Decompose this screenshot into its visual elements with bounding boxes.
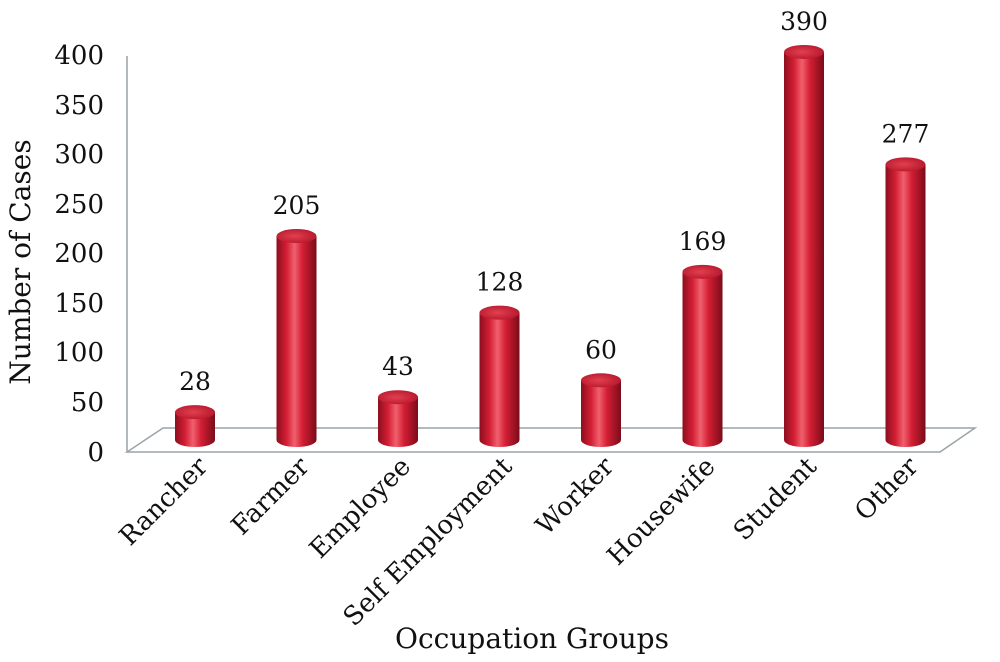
y-axis-ticks: 0 50 100 150 200 250 300 350 400 [54, 41, 104, 468]
bar-employee [378, 390, 418, 447]
bar-body-other [885, 164, 926, 448]
bar-top-farmer [276, 229, 317, 244]
data-label-worker: 60 [585, 335, 617, 364]
bar-worker [581, 373, 621, 447]
x-tick-label-other: Other [849, 451, 925, 527]
x-tick-label-farmer: Farmer [226, 451, 316, 541]
y-axis-title: Number of Cases [4, 139, 37, 384]
bar-housewife [682, 264, 723, 448]
y-tick-label: 0 [87, 438, 104, 468]
data-label-farmer: 205 [273, 191, 321, 220]
data-label-self-employment: 128 [476, 268, 524, 297]
x-tick-label-housewife: Housewife [602, 452, 722, 572]
bar-top-employee [378, 390, 418, 405]
bar-top-rancher [175, 405, 215, 420]
y-tick-label: 100 [54, 338, 104, 368]
x-tick-label-rancher: Rancher [114, 451, 214, 551]
data-label-rancher: 28 [179, 367, 211, 396]
bars-group [175, 44, 926, 448]
bar-body-self-employment [479, 312, 520, 448]
bar-body-employee [378, 397, 418, 447]
data-label-student: 390 [780, 7, 828, 36]
y-tick-label: 400 [54, 41, 104, 71]
bar-top-other [885, 157, 926, 172]
y-tick-label: 250 [54, 190, 104, 220]
bar-top-housewife [682, 264, 723, 279]
bar-body-rancher [175, 412, 215, 447]
bar-top-self-employment [479, 305, 520, 320]
bar-self-employment [479, 305, 520, 448]
bar-body-student [784, 51, 824, 447]
y-tick-label: 50 [71, 388, 104, 418]
bar-body-worker [581, 380, 621, 447]
bar-top-worker [581, 373, 621, 388]
data-label-other: 277 [882, 119, 930, 148]
y-tick-label: 300 [54, 140, 104, 170]
bar-student [784, 44, 824, 447]
bar-body-housewife [682, 271, 723, 448]
bar-top-student [784, 44, 824, 59]
floor-plane [124, 427, 978, 453]
data-label-employee: 43 [382, 352, 414, 381]
x-axis-category-labels: Rancher Farmer Employee Self Employment … [114, 451, 925, 632]
x-axis-title: Occupation Groups [395, 622, 669, 655]
x-tick-label-self-employment: Self Employment [338, 451, 519, 632]
y-tick-label: 350 [54, 91, 104, 121]
bar-body-farmer [276, 236, 317, 448]
bar-rancher [175, 405, 215, 447]
plot-frame [124, 56, 978, 453]
x-tick-label-worker: Worker [530, 451, 620, 541]
x-tick-label-student: Student [728, 451, 823, 546]
data-label-housewife: 169 [679, 227, 727, 256]
y-tick-label: 200 [54, 239, 104, 269]
bar-other [885, 157, 926, 448]
data-labels-group: 28 205 43 128 60 169 390 277 [179, 7, 929, 396]
y-tick-label: 150 [54, 289, 104, 319]
bar-farmer [276, 229, 317, 448]
